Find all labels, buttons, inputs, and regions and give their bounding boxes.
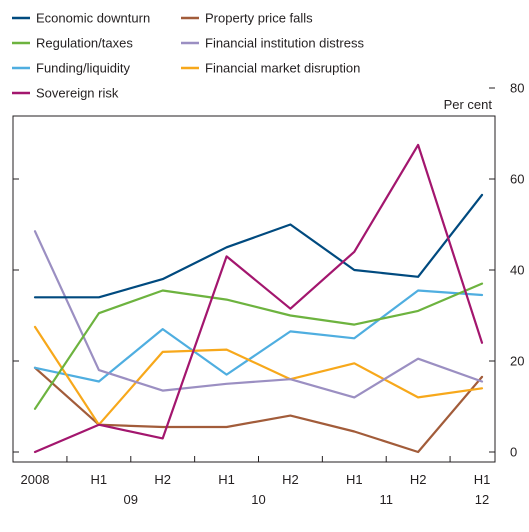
legend-item: Financial institution distress xyxy=(181,36,364,51)
legend-label: Sovereign risk xyxy=(36,86,119,101)
legend-item: Regulation/taxes xyxy=(12,36,133,51)
y-tick-label: 20 xyxy=(510,354,524,369)
x-tick-label: H2 xyxy=(282,472,299,487)
x-year-label: 09 xyxy=(124,492,138,507)
series-line xyxy=(33,325,484,426)
x-year-label: 12 xyxy=(475,492,489,507)
legend-label: Regulation/taxes xyxy=(36,36,133,51)
legend-label: Economic downturn xyxy=(36,11,150,26)
legend-item: Economic downturn xyxy=(12,11,150,26)
legend-item: Sovereign risk xyxy=(12,86,119,101)
legend-label: Financial institution distress xyxy=(205,36,364,51)
x-year-label: 11 xyxy=(379,492,393,507)
legend-label: Financial market disruption xyxy=(205,61,360,76)
legend-label: Funding/liquidity xyxy=(36,61,130,76)
x-tick-label: H1 xyxy=(91,472,108,487)
x-tick-label: H1 xyxy=(218,472,235,487)
series-line xyxy=(33,230,484,399)
y-tick-label: 40 xyxy=(510,263,524,278)
series-line xyxy=(33,193,484,299)
legend: Economic downturn Regulation/taxes Funding… xyxy=(12,11,364,101)
y-tick-label: 0 xyxy=(510,445,517,460)
x-tick-label: H1 xyxy=(346,472,363,487)
legend-label: Property price falls xyxy=(205,11,313,26)
y-axis-unit-label: Per cent xyxy=(444,97,493,112)
x-tick-label: H2 xyxy=(410,472,427,487)
legend-item: Financial market disruption xyxy=(181,61,360,76)
series-line xyxy=(33,282,484,410)
legend-item: Funding/liquidity xyxy=(12,61,130,76)
x-tick-label: 2008 xyxy=(21,472,50,487)
y-tick-label: 80 xyxy=(510,81,524,96)
series-lines xyxy=(33,143,484,454)
plot-frame xyxy=(12,115,496,463)
x-tick-label: H1 xyxy=(474,472,491,487)
series-line xyxy=(33,143,484,454)
x-tick-label: H2 xyxy=(154,472,171,487)
y-tick-label: 60 xyxy=(510,172,524,187)
series-line xyxy=(33,366,484,454)
ticks: 0 20 40 60 80 2008 H1 H2 H1 H2 H1 H2 H1 09 10 11 12 xyxy=(13,81,524,507)
series-line xyxy=(33,289,484,383)
x-year-label: 10 xyxy=(251,492,265,507)
legend-item: Property price falls xyxy=(181,11,313,26)
